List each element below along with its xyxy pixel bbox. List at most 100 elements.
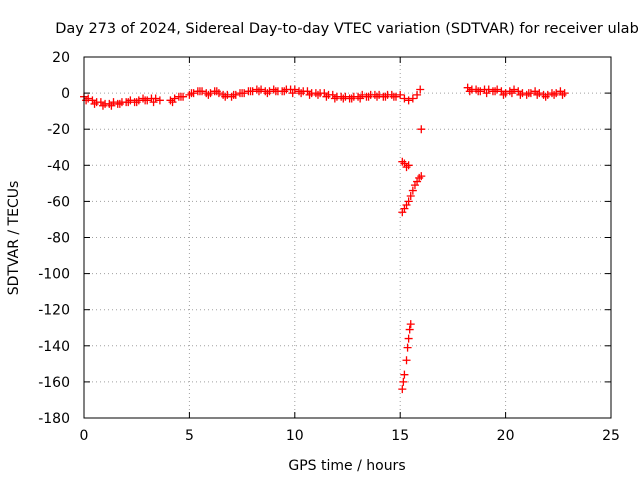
data-point	[238, 89, 247, 98]
data-point	[556, 87, 565, 96]
data-point	[400, 204, 409, 213]
data-point	[417, 172, 426, 181]
data-point	[84, 94, 93, 103]
data-point	[107, 101, 116, 110]
data-point	[417, 125, 426, 134]
data-point	[416, 85, 425, 94]
x-tick-label: 10	[286, 428, 304, 444]
y-tick-label: -160	[38, 375, 70, 391]
data-point	[229, 90, 238, 99]
data-point	[82, 96, 91, 105]
y-tick-label: -40	[47, 158, 70, 174]
data-point	[254, 87, 263, 96]
data-point	[400, 94, 409, 103]
data-point	[280, 87, 289, 96]
data-point	[269, 85, 278, 94]
y-axis-label: SDTVAR / TECUs	[6, 181, 22, 296]
data-point	[373, 92, 382, 101]
data-point	[221, 92, 230, 101]
data-point	[381, 92, 390, 101]
data-point	[358, 90, 367, 99]
data-point	[214, 89, 223, 98]
data-point	[400, 370, 409, 379]
data-point	[328, 90, 337, 99]
data-point	[404, 96, 413, 105]
x-tick-label: 20	[497, 428, 515, 444]
data-point	[524, 89, 533, 98]
data-point	[303, 87, 312, 96]
data-point	[132, 98, 141, 107]
data-point	[176, 92, 185, 101]
data-point	[155, 96, 164, 105]
data-point	[403, 343, 412, 352]
data-point	[168, 98, 177, 107]
y-tick-label: 20	[52, 50, 70, 66]
data-point	[505, 87, 514, 96]
data-point	[195, 87, 204, 96]
data-point	[396, 90, 405, 99]
data-point	[389, 92, 398, 101]
data-point	[305, 90, 314, 99]
data-point	[151, 94, 160, 103]
data-point	[404, 197, 413, 206]
data-point	[257, 85, 266, 94]
data-point	[187, 89, 196, 98]
data-point	[126, 96, 135, 105]
tick-labels: 0 5 10 15 20 25 20 0 -20 -40 -60 -80 -100 -120 -140 -16…	[38, 50, 620, 444]
data-point	[402, 163, 411, 172]
x-tick-label: 0	[80, 428, 89, 444]
y-tick-label: -180	[38, 411, 70, 427]
data-point	[465, 87, 474, 96]
data-point	[472, 85, 481, 94]
data-point	[139, 94, 148, 103]
data-point	[499, 90, 508, 99]
data-point	[330, 94, 339, 103]
data-point	[415, 173, 424, 182]
data-point	[413, 177, 422, 186]
data-point	[402, 201, 411, 210]
y-tick-label: -140	[38, 339, 70, 355]
data-point	[347, 94, 356, 103]
data-point	[206, 89, 215, 98]
data-point	[408, 94, 417, 103]
data-point	[322, 92, 331, 101]
data-point	[263, 89, 272, 98]
series-sdtvar	[80, 83, 569, 394]
data-point	[516, 90, 525, 99]
data-point	[246, 87, 255, 96]
y-tick-label: 0	[61, 86, 70, 102]
data-point	[398, 157, 407, 166]
data-point	[410, 181, 419, 190]
data-point	[408, 186, 417, 195]
data-point	[507, 89, 516, 98]
data-point	[550, 90, 559, 99]
data-point	[560, 89, 569, 98]
data-point	[405, 325, 414, 334]
data-point	[399, 377, 408, 386]
data-point	[493, 85, 502, 94]
data-point	[124, 98, 133, 107]
data-point	[463, 83, 472, 92]
data-point	[354, 92, 363, 101]
data-point	[482, 89, 491, 98]
x-tick-label: 25	[602, 428, 620, 444]
data-point	[320, 89, 329, 98]
data-point	[341, 92, 350, 101]
data-point	[400, 159, 409, 168]
data-point	[149, 98, 158, 107]
data-point	[531, 87, 540, 96]
data-point	[535, 89, 544, 98]
data-point	[387, 90, 396, 99]
data-point	[533, 90, 542, 99]
data-point	[297, 89, 306, 98]
data-point	[212, 87, 221, 96]
data-point	[339, 94, 348, 103]
data-point	[98, 101, 107, 110]
y-tick-label: -20	[47, 122, 70, 138]
data-point	[402, 356, 411, 365]
data-point	[313, 90, 322, 99]
data-point	[404, 334, 413, 343]
data-point	[364, 92, 373, 101]
data-point	[510, 85, 519, 94]
